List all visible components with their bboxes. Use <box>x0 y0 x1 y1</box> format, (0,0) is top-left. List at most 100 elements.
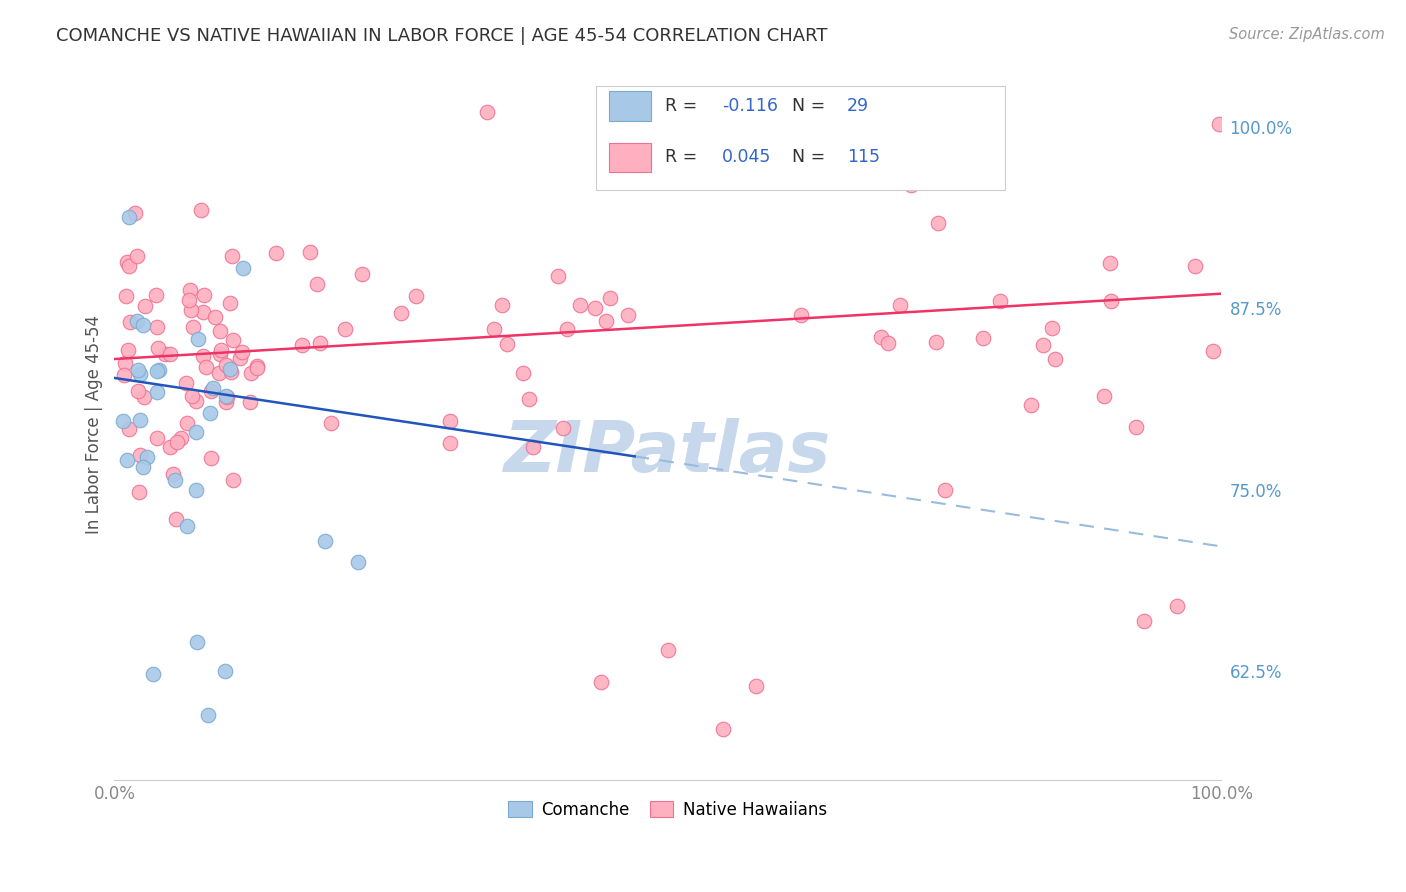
Point <box>159 441 181 455</box>
Point <box>125 314 148 328</box>
Point <box>350 267 373 281</box>
Point <box>745 679 768 693</box>
Point <box>389 306 412 320</box>
Point <box>146 341 169 355</box>
Point <box>231 345 253 359</box>
Point <box>239 367 262 381</box>
Point <box>200 450 222 465</box>
Point <box>134 390 156 404</box>
Point <box>924 335 946 350</box>
Point <box>118 210 141 224</box>
Point <box>517 392 540 406</box>
Point <box>496 337 519 351</box>
Point <box>209 347 232 361</box>
Point <box>309 335 332 350</box>
Point <box>239 395 262 409</box>
Point <box>246 360 269 375</box>
Point <box>162 467 184 482</box>
Point <box>439 436 461 450</box>
Point <box>877 335 900 350</box>
Point <box>1132 614 1154 628</box>
Point <box>142 667 165 681</box>
Point <box>591 674 613 689</box>
Point <box>569 298 592 312</box>
Point <box>190 202 212 217</box>
Point <box>127 384 149 399</box>
Point <box>193 287 215 301</box>
Point <box>128 413 150 427</box>
Point <box>215 395 238 409</box>
Point <box>165 512 187 526</box>
Point <box>927 216 949 230</box>
Point <box>127 362 149 376</box>
Point <box>197 707 219 722</box>
Point <box>187 332 209 346</box>
Point <box>439 414 461 428</box>
Point <box>148 363 170 377</box>
Point <box>347 556 370 570</box>
Point <box>166 435 188 450</box>
Point <box>889 298 911 312</box>
Point <box>1125 420 1147 434</box>
Point <box>198 406 221 420</box>
Point <box>170 431 193 445</box>
Point <box>222 473 245 487</box>
Point <box>125 249 148 263</box>
Point <box>972 331 994 345</box>
Point <box>583 301 606 315</box>
Text: N =: N = <box>792 97 831 115</box>
Point <box>215 390 238 404</box>
Point <box>522 441 544 455</box>
FancyBboxPatch shape <box>596 87 1005 189</box>
Point <box>214 665 236 679</box>
Point <box>195 359 218 374</box>
Point <box>595 314 617 328</box>
Point <box>191 349 214 363</box>
Point <box>176 518 198 533</box>
Point <box>184 394 207 409</box>
Point <box>789 309 811 323</box>
Text: 0.045: 0.045 <box>723 148 772 167</box>
Point <box>208 366 231 380</box>
Point <box>120 315 142 329</box>
Point <box>186 425 208 440</box>
Point <box>117 343 139 357</box>
Point <box>1099 293 1122 308</box>
Point <box>202 381 225 395</box>
Point <box>155 347 177 361</box>
Point <box>145 288 167 302</box>
Point <box>129 448 152 462</box>
Point <box>111 414 134 428</box>
Text: ZIPatlas: ZIPatlas <box>505 418 831 487</box>
Text: 29: 29 <box>848 97 869 115</box>
Point <box>547 268 569 283</box>
Point <box>1040 321 1063 335</box>
FancyBboxPatch shape <box>609 91 651 121</box>
Point <box>128 367 150 381</box>
Point <box>264 245 287 260</box>
Point <box>657 642 679 657</box>
Point <box>219 365 242 379</box>
Point <box>1019 398 1042 412</box>
Y-axis label: In Labor Force | Age 45-54: In Labor Force | Age 45-54 <box>86 315 103 534</box>
Point <box>200 384 222 398</box>
Point <box>711 723 734 737</box>
Point <box>117 422 139 436</box>
Point <box>176 416 198 430</box>
Point <box>128 484 150 499</box>
Point <box>491 298 513 312</box>
Text: 115: 115 <box>848 148 880 167</box>
Point <box>186 635 208 649</box>
Point <box>482 322 505 336</box>
Point <box>1092 389 1115 403</box>
Point <box>209 324 232 338</box>
Point <box>290 338 312 352</box>
Point <box>870 330 893 344</box>
Point <box>335 322 357 336</box>
Text: Source: ZipAtlas.com: Source: ZipAtlas.com <box>1229 27 1385 42</box>
Point <box>159 347 181 361</box>
Point <box>117 260 139 274</box>
Point <box>114 356 136 370</box>
Point <box>1184 259 1206 273</box>
Point <box>1208 117 1230 131</box>
